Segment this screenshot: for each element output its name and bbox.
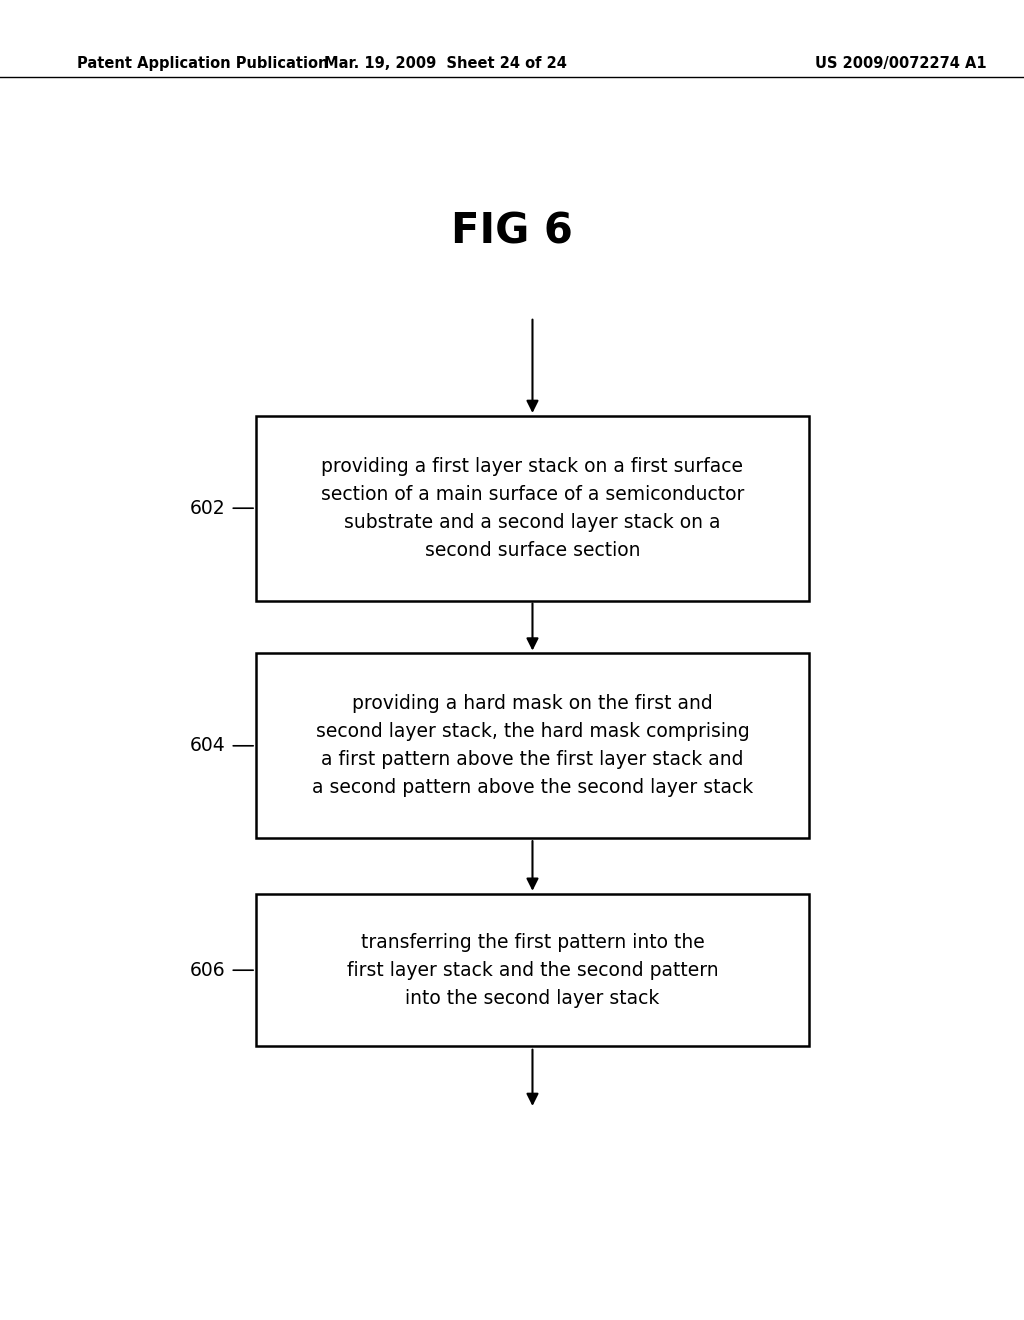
FancyBboxPatch shape	[256, 895, 809, 1045]
Text: 604: 604	[189, 737, 225, 755]
Text: US 2009/0072274 A1: US 2009/0072274 A1	[815, 55, 987, 71]
Text: 606: 606	[189, 961, 225, 979]
Text: 602: 602	[189, 499, 225, 517]
FancyBboxPatch shape	[256, 416, 809, 601]
Text: Mar. 19, 2009  Sheet 24 of 24: Mar. 19, 2009 Sheet 24 of 24	[324, 55, 567, 71]
Text: providing a first layer stack on a first surface
section of a main surface of a : providing a first layer stack on a first…	[321, 457, 744, 560]
FancyBboxPatch shape	[256, 653, 809, 838]
Text: FIG 6: FIG 6	[451, 210, 573, 252]
Text: transferring the first pattern into the
first layer stack and the second pattern: transferring the first pattern into the …	[347, 933, 718, 1007]
Text: providing a hard mask on the first and
second layer stack, the hard mask compris: providing a hard mask on the first and s…	[312, 694, 753, 797]
Text: Patent Application Publication: Patent Application Publication	[77, 55, 329, 71]
